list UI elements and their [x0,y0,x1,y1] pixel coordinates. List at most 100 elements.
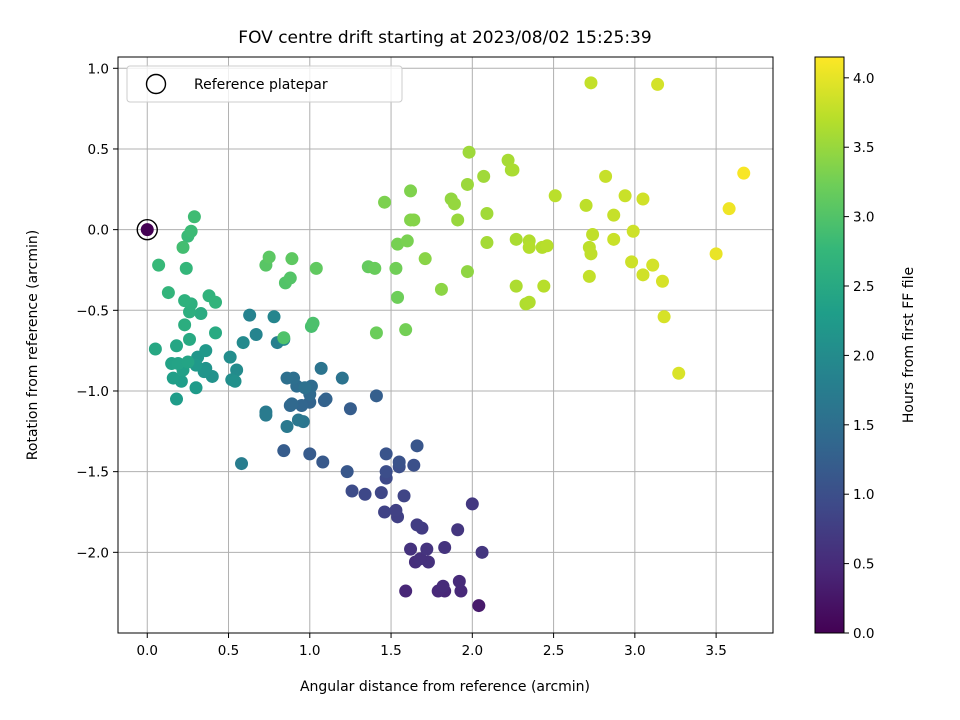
data-point [243,308,257,322]
data-point [506,163,520,177]
data-point [636,192,650,206]
x-tick-label: 3.5 [705,643,726,659]
legend-box [126,65,403,103]
data-point [607,208,621,222]
x-tick-label: 1.5 [380,643,401,659]
data-point [477,169,491,183]
x-tick-label: 3.0 [624,643,645,659]
data-point [737,166,751,180]
data-point [166,371,180,385]
data-point [480,236,494,250]
data-point [236,336,250,350]
data-point [420,542,434,556]
data-point [187,210,201,224]
data-point [537,279,551,293]
data-point [171,357,185,371]
data-point [259,408,273,422]
data-point [280,419,294,433]
data-point [509,279,523,293]
data-point [509,232,523,246]
x-tick-label: 1.0 [299,643,320,659]
data-point [657,310,671,324]
colorbar-tick-label: 2.0 [853,348,874,364]
data-point [369,389,383,403]
data-point [223,350,237,364]
data-point [194,307,208,321]
y-tick-label: 0.0 [88,223,109,239]
data-point [548,189,562,203]
data-point [451,523,465,537]
plot-area [117,56,774,634]
data-point [181,355,195,369]
x-tick-label: 2.0 [462,643,483,659]
data-point [625,255,639,269]
data-point [340,465,354,479]
y-axis-ticks: −2.0 −1.5 −1.0 −0.5 0.0 0.5 1.0 [76,61,118,561]
data-point [460,177,474,191]
data-point [672,366,686,380]
data-point [522,240,536,254]
colorbar-tick-label: 0.5 [853,557,874,573]
x-axis-ticks: 0.0 0.5 1.0 1.5 2.0 2.5 3.0 3.5 [137,633,727,659]
data-point [152,258,166,272]
y-tick-label: −1.0 [76,384,109,400]
legend: Reference platepar [126,65,403,103]
data-point [228,374,242,388]
data-point [586,227,600,241]
data-point [410,518,424,532]
data-point [522,295,536,309]
y-tick-label: −0.5 [76,303,109,319]
data-point [358,487,372,501]
data-point [452,574,466,588]
data-point [655,274,669,288]
x-axis-label: Angular distance from reference (arcmin) [300,679,590,695]
x-tick-label: 0.0 [137,643,158,659]
data-point [295,399,309,413]
colorbar-tick-label: 1.5 [853,418,874,434]
plot-background [118,57,773,633]
data-point [636,268,650,282]
colorbar-ticks: 0.0 0.5 1.0 1.5 2.0 2.5 3.0 3.5 4.0 [844,71,874,642]
data-point [389,503,403,517]
data-point [369,326,383,340]
data-point [343,402,357,416]
data-point [277,331,291,345]
data-point [399,323,413,337]
colorbar-tick-label: 1.0 [853,487,874,503]
data-point [199,344,213,358]
reference-platepar-marker [136,218,158,241]
data-point [465,497,479,511]
data-point [283,271,297,285]
data-point [722,202,736,216]
data-point [178,318,192,332]
data-point [599,169,613,183]
colorbar-tick-label: 3.5 [853,140,874,156]
data-point [209,326,223,340]
data-point [618,189,632,203]
data-point [451,213,465,227]
colorbar: 0.0 0.5 1.0 1.5 2.0 2.5 3.0 3.5 4.0 Hours from f… [814,56,917,642]
data-point [438,540,452,554]
data-point [267,310,281,324]
data-point [389,261,403,275]
data-point [462,145,476,159]
data-point [291,413,305,427]
data-point [178,294,192,308]
data-point [298,381,312,395]
data-point [262,250,276,264]
colorbar-label: Hours from first FF file [901,267,917,423]
data-point [140,223,154,237]
plot-frame [117,56,774,634]
data-point [184,224,198,238]
colorbar-gradient [815,57,844,633]
legend-marker [145,73,167,95]
data-point [436,579,450,593]
data-point [189,381,203,395]
data-point [410,439,424,453]
data-point [335,371,349,385]
data-point [447,197,461,211]
data-point [209,295,223,309]
x-tick-label: 0.5 [218,643,239,659]
data-point [316,455,330,469]
